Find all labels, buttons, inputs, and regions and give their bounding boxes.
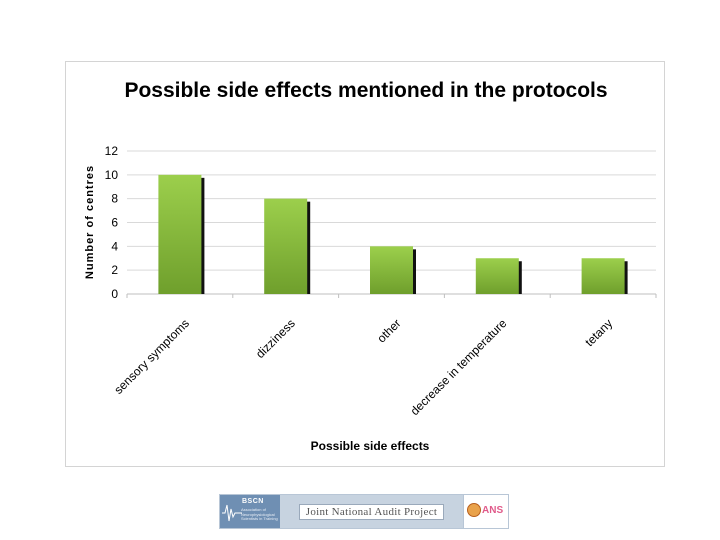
ans-seal-icon <box>467 503 481 517</box>
y-tick-label: 10 <box>105 168 119 182</box>
x-axis-label: Possible side effects <box>311 439 430 453</box>
y-tick-label: 6 <box>111 216 118 230</box>
jnap-label: Joint National Audit Project <box>298 503 445 520</box>
x-tick-label: sensory symptoms <box>111 316 192 397</box>
x-tick-label: other <box>374 316 403 345</box>
bscn-label: BSCN <box>242 498 264 505</box>
jnap-logo: Joint National Audit Project <box>280 495 463 528</box>
bar <box>264 198 308 294</box>
bar <box>158 174 202 294</box>
footer-banner: BSCN Association of Neurophysiological S… <box>219 494 509 529</box>
ans-label: ANS <box>482 505 504 516</box>
x-tick-label: tetany <box>582 316 615 349</box>
ans-logo: ANS <box>463 495 508 528</box>
y-tick-label: 4 <box>111 239 118 253</box>
bar <box>475 258 519 294</box>
bar <box>581 258 625 294</box>
y-tick-label: 0 <box>111 287 118 301</box>
x-tick-label: decrease in temperature <box>408 316 510 418</box>
bar <box>370 246 413 294</box>
y-axis-label: Number of centres <box>84 165 96 279</box>
y-tick-label: 12 <box>105 144 119 158</box>
y-tick-label: 8 <box>111 192 118 206</box>
bscn-logo: BSCN Association of Neurophysiological S… <box>220 495 280 528</box>
chart-title: Possible side effects mentioned in the p… <box>124 79 607 102</box>
eeg-wave-icon <box>222 504 242 522</box>
y-tick-label: 2 <box>111 263 118 277</box>
x-tick-label: dizziness <box>253 316 298 361</box>
bscn-subtitle: Association of Neurophysiological Scient… <box>241 507 278 521</box>
